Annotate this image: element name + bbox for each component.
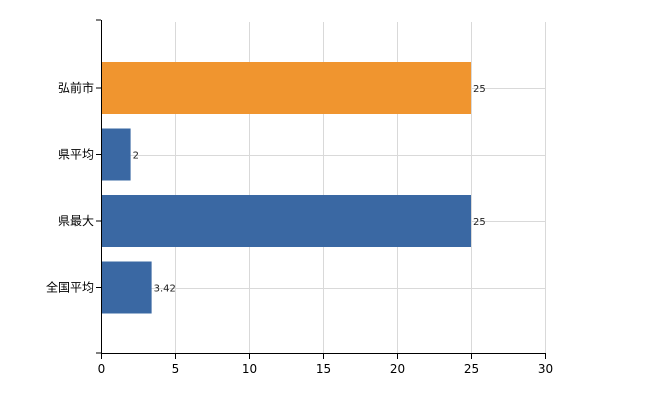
x-tick-label: 0 — [98, 362, 106, 376]
x-tick-label: 5 — [172, 362, 180, 376]
data-label: 25 — [473, 84, 486, 95]
x-tick-label: 20 — [390, 362, 405, 376]
x-tick-label: 25 — [464, 362, 479, 376]
bar-1 — [101, 128, 131, 181]
axes — [96, 19, 546, 359]
category-label: 全国平均 — [46, 280, 94, 295]
category-label: 弘前市 — [58, 80, 94, 95]
category-label: 県最大 — [58, 214, 94, 228]
category-label: 県平均 — [58, 148, 94, 162]
bar-2 — [101, 195, 471, 247]
data-label: 3.42 — [154, 284, 176, 295]
data-label: 2 — [133, 151, 139, 162]
x-tick-label: 10 — [242, 362, 257, 376]
bars — [101, 62, 471, 314]
x-tick-label: 15 — [316, 362, 331, 376]
bar-3 — [101, 261, 152, 314]
bar-0 — [101, 62, 471, 114]
x-tick-label: 30 — [538, 362, 553, 376]
data-label: 25 — [473, 217, 486, 228]
